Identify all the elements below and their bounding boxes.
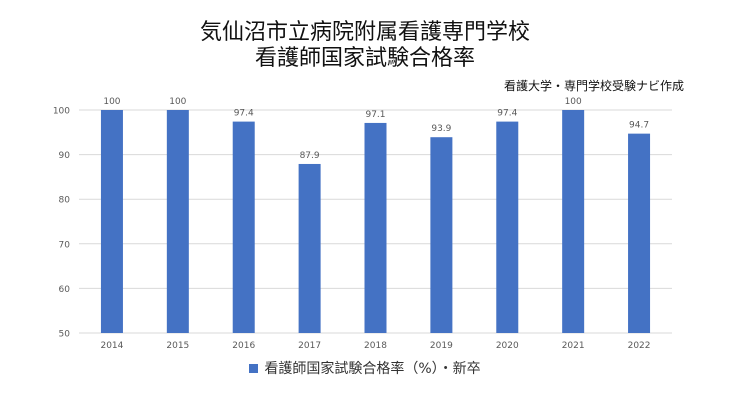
data-label: 100: [103, 97, 120, 107]
data-label: 97.4: [497, 109, 517, 119]
data-label: 93.9: [431, 124, 451, 134]
x-tick-label: 2019: [430, 341, 453, 351]
x-tick-label: 2015: [166, 341, 189, 351]
bar: [364, 122, 387, 334]
x-tick-label: 2018: [364, 341, 387, 351]
x-tick-label: 2016: [232, 341, 255, 351]
data-label: 100: [565, 97, 582, 107]
data-label: 97.1: [365, 110, 385, 120]
x-tick-label: 2014: [100, 341, 123, 351]
chart-title-line1: 気仙沼市立病院附属看護専門学校: [199, 20, 530, 45]
data-label: 87.9: [300, 151, 320, 161]
y-tick-label: 60: [59, 285, 71, 295]
y-tick-label: 70: [59, 240, 71, 250]
source-credit: 看護大学・専門学校受験ナビ作成: [503, 79, 684, 93]
bar: [166, 110, 189, 333]
y-tick-label: 90: [59, 151, 71, 161]
x-tick-label: 2022: [628, 341, 651, 351]
legend-label: 看護師国家試験合格率（%）・新卒: [264, 361, 481, 377]
y-tick-label: 100: [53, 107, 70, 117]
chart-title-line2: 看護師国家試験合格率: [254, 46, 475, 71]
data-label: 97.4: [234, 109, 254, 119]
y-tick-label: 50: [59, 330, 71, 340]
bar: [298, 163, 321, 333]
y-tick-label: 80: [59, 196, 71, 206]
bar: [496, 121, 519, 333]
bar: [628, 133, 651, 333]
x-tick-label: 2017: [298, 341, 321, 351]
x-tick-label: 2020: [496, 341, 519, 351]
data-label: 100: [169, 97, 186, 107]
bar: [232, 121, 255, 333]
data-label: 94.7: [629, 121, 649, 131]
bar: [430, 137, 453, 333]
bar: [100, 110, 123, 333]
legend-swatch: [249, 363, 259, 373]
bar: [562, 110, 585, 333]
chart-legend: 看護師国家試験合格率（%）・新卒: [0, 358, 730, 378]
x-tick-label: 2021: [562, 341, 585, 351]
